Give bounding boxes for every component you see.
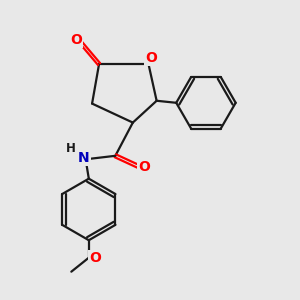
- Text: O: O: [138, 160, 150, 174]
- Text: O: O: [70, 33, 82, 46]
- Text: H: H: [66, 142, 76, 155]
- Text: O: O: [89, 251, 101, 265]
- Text: N: N: [78, 151, 90, 165]
- Text: O: O: [146, 51, 157, 65]
